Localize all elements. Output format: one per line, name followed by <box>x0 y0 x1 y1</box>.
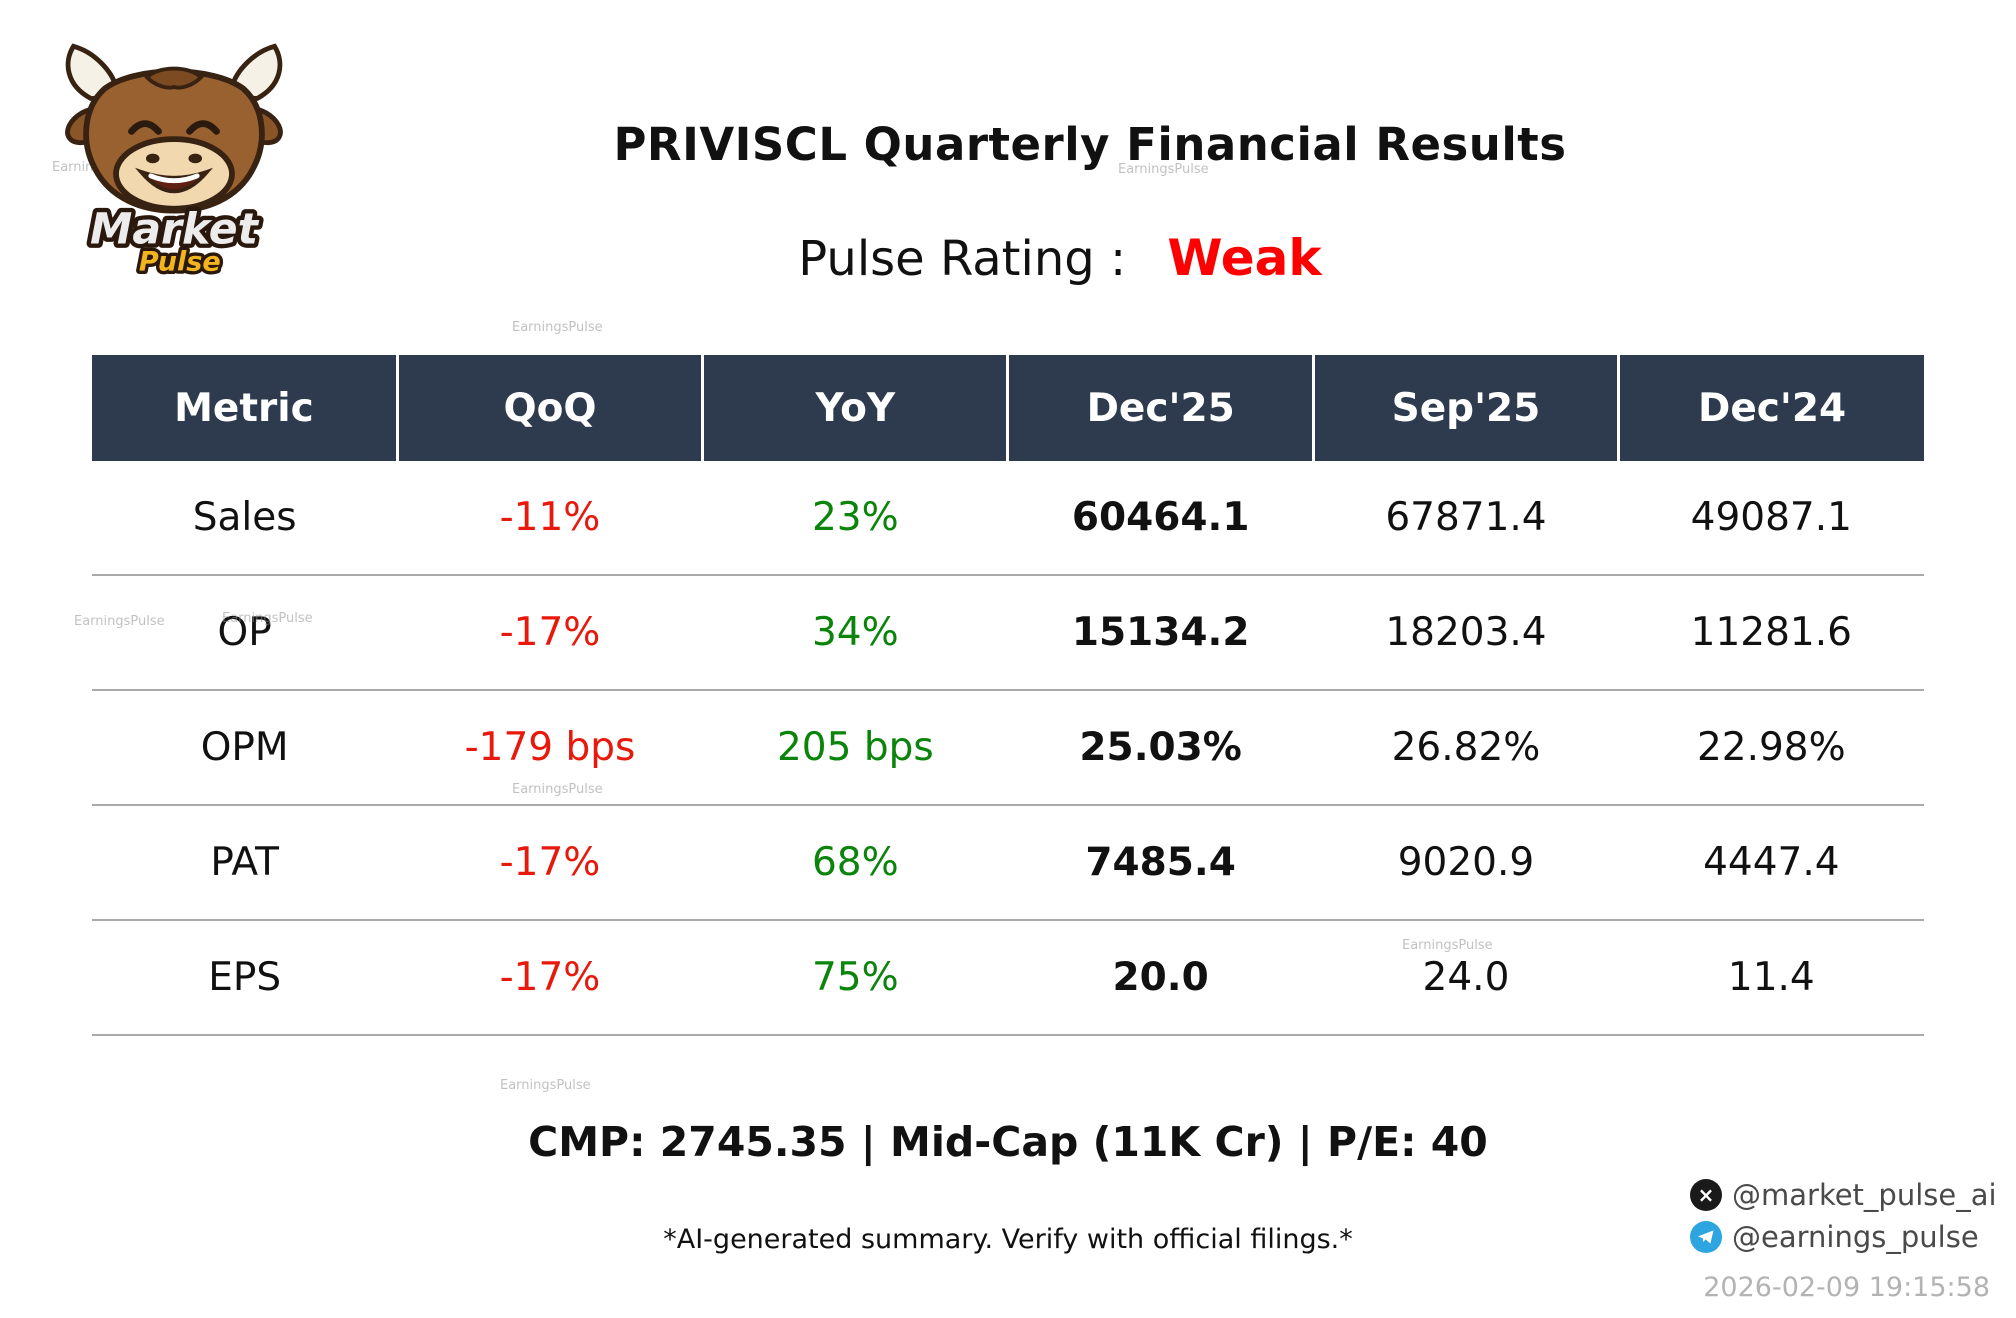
cell-pat-dec25: 7485.4 <box>1007 805 1314 921</box>
brand-logo: Market Pulse <box>58 38 290 281</box>
watermark: EarningsPulse <box>512 320 603 335</box>
cell-opm-qoq: -179 bps <box>397 690 703 806</box>
cell-opm-dec25: 25.03% <box>1007 690 1314 806</box>
table-header-row: Metric QoQ YoY Dec'25 Sep'25 Dec'24 <box>92 355 1924 461</box>
cell-op-dec24: 11281.6 <box>1618 575 1924 691</box>
cell-sales-sep25: 67871.4 <box>1313 461 1619 576</box>
cell-pat-metric: PAT <box>92 805 398 921</box>
table-row-sales: Sales -11% 23% 60464.1 67871.4 49087.1 <box>92 461 1924 576</box>
cell-sales-metric: Sales <box>92 461 398 576</box>
page-title: PRIVISCL Quarterly Financial Results <box>613 118 1567 171</box>
table-row-opm: OPM -179 bps 205 bps 25.03% 26.82% 22.98… <box>92 690 1924 806</box>
column-header-dec24: Dec'24 <box>1618 355 1924 461</box>
pulse-rating: Pulse Rating : Weak <box>52 229 2016 287</box>
cell-op-yoy: 34% <box>702 575 1008 691</box>
cell-pat-qoq: -17% <box>397 805 703 921</box>
column-header-sep25: Sep'25 <box>1313 355 1621 461</box>
brand-name-pulse: Pulse <box>139 247 221 276</box>
cell-opm-sep25: 26.82% <box>1313 690 1619 806</box>
cell-pat-yoy: 68% <box>702 805 1008 921</box>
column-header-dec25: Dec'25 <box>1007 355 1315 461</box>
column-header-metric: Metric <box>92 355 399 461</box>
cmp-summary: CMP: 2745.35 | Mid-Cap (11K Cr) | P/E: 4… <box>528 1118 1488 1166</box>
table-row-pat: PAT -17% 68% 7485.4 9020.9 4447.4 <box>92 805 1924 921</box>
timestamp: 2026-02-09 19:15:58 <box>1703 1272 1990 1303</box>
cell-pat-sep25: 9020.9 <box>1313 805 1619 921</box>
telegram-handle-row: @earnings_pulse <box>1690 1220 1990 1254</box>
cell-op-dec25: 15134.2 <box>1007 575 1314 691</box>
column-header-yoy: YoY <box>702 355 1010 461</box>
cell-opm-dec24: 22.98% <box>1618 690 1924 806</box>
table-row-eps: EPS -17% 75% 20.0 24.0 11.4 <box>92 920 1924 1036</box>
cell-sales-qoq: -11% <box>397 461 703 576</box>
x-handle: @market_pulse_ai <box>1732 1178 1997 1212</box>
brand-name-market: Market <box>90 206 260 255</box>
bull-icon: Market Pulse <box>65 43 283 281</box>
pulse-rating-label: Pulse Rating : <box>798 231 1127 287</box>
watermark: EarningsPulse <box>500 1078 591 1093</box>
x-handle-row: × @market_pulse_ai <box>1690 1178 1997 1212</box>
telegram-handle: @earnings_pulse <box>1732 1220 1979 1254</box>
cell-eps-dec25: 20.0 <box>1007 920 1314 1036</box>
telegram-icon <box>1690 1221 1722 1253</box>
cell-opm-metric: OPM <box>92 690 398 806</box>
cell-eps-metric: EPS <box>92 920 398 1036</box>
cell-opm-yoy: 205 bps <box>702 690 1008 806</box>
cell-pat-dec24: 4447.4 <box>1618 805 1924 921</box>
cell-op-qoq: -17% <box>397 575 703 691</box>
cell-sales-yoy: 23% <box>702 461 1008 576</box>
disclaimer: *AI-generated summary. Verify with offic… <box>663 1224 1353 1255</box>
cell-eps-sep25: 24.0 <box>1313 920 1619 1036</box>
pulse-rating-value: Weak <box>1167 229 1322 287</box>
cell-eps-dec24: 11.4 <box>1618 920 1924 1036</box>
table-row-op: OP -17% 34% 15134.2 18203.4 11281.6 <box>92 575 1924 691</box>
results-table: Metric QoQ YoY Dec'25 Sep'25 Dec'24 Sale… <box>92 355 1924 1036</box>
cell-op-metric: OP <box>92 575 398 691</box>
cell-eps-qoq: -17% <box>397 920 703 1036</box>
social-links: × @market_pulse_ai @earnings_pulse 2026-… <box>1690 1178 1997 1303</box>
cell-sales-dec25: 60464.1 <box>1007 461 1314 576</box>
cell-op-sep25: 18203.4 <box>1313 575 1619 691</box>
cell-sales-dec24: 49087.1 <box>1618 461 1924 576</box>
cell-eps-yoy: 75% <box>702 920 1008 1036</box>
column-header-qoq: QoQ <box>397 355 705 461</box>
x-icon: × <box>1690 1179 1722 1211</box>
